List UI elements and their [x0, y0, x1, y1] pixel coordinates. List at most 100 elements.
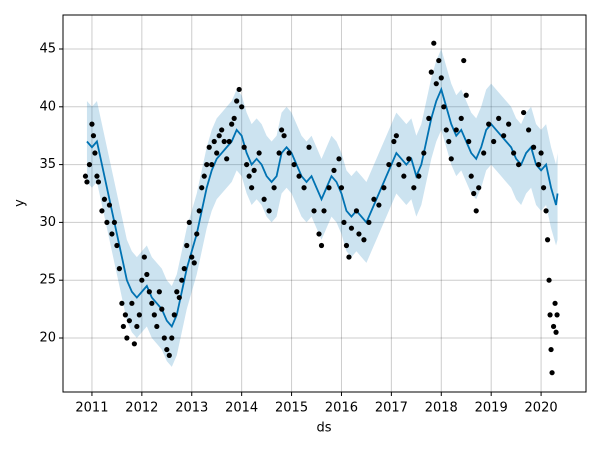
observation-point [266, 208, 272, 214]
x-tick-label: 2019 [475, 401, 508, 416]
observation-point [491, 138, 497, 145]
y-tick-label: 45 [39, 41, 56, 56]
observation-point [109, 231, 115, 237]
observation-point [348, 225, 355, 231]
observation-point [346, 254, 352, 260]
observation-point [196, 208, 202, 214]
observation-point [149, 300, 155, 306]
observation-point [516, 161, 522, 168]
observation-point [131, 341, 137, 347]
observation-point [552, 300, 558, 306]
observation-point [550, 323, 557, 330]
observation-point [463, 92, 469, 98]
observation-point [256, 150, 262, 156]
observation-point [141, 254, 147, 260]
observation-point [214, 150, 220, 156]
y-tick-label: 20 [39, 331, 56, 346]
observation-point [120, 323, 126, 330]
observation-point [496, 115, 502, 121]
observation-point [186, 219, 192, 226]
observation-point [156, 289, 162, 295]
observation-point [431, 40, 437, 46]
observation-point [122, 312, 128, 318]
observation-point [124, 335, 130, 341]
observation-point [95, 179, 102, 185]
observation-point [136, 312, 142, 318]
observation-point [89, 121, 95, 127]
observation-point [86, 161, 93, 168]
observation-point [154, 323, 160, 330]
observation-point [386, 161, 392, 168]
observation-point [461, 57, 467, 64]
observation-point [376, 202, 382, 208]
observation-point [82, 173, 89, 179]
observation-point [393, 133, 399, 139]
observation-point [229, 121, 235, 127]
y-tick-label: 40 [39, 99, 56, 114]
observation-point [526, 127, 532, 133]
observation-point [246, 173, 252, 179]
observation-point [204, 161, 210, 168]
observation-point [189, 254, 195, 260]
observation-point [104, 219, 110, 226]
observation-point [171, 312, 177, 318]
observation-point [471, 190, 477, 197]
observation-point [126, 318, 132, 324]
x-axis-label: ds [316, 421, 331, 436]
observation-point [501, 133, 507, 139]
observation-point [94, 173, 100, 179]
y-axis-label: y [13, 199, 28, 207]
observation-point [366, 219, 372, 226]
observation-point [179, 277, 185, 283]
observation-point [316, 231, 322, 237]
observation-point [331, 167, 337, 173]
observation-point [446, 138, 452, 145]
observation-point [194, 231, 200, 237]
observation-point [343, 242, 350, 249]
observation-point [511, 150, 517, 156]
observation-point [438, 75, 444, 81]
observation-point [90, 133, 97, 139]
observation-point [139, 277, 145, 283]
observation-point [221, 138, 227, 145]
observation-point [401, 173, 407, 179]
observation-point [506, 121, 512, 127]
x-tick-label: 2016 [325, 401, 358, 416]
observation-point [466, 138, 472, 145]
observation-point [184, 242, 190, 249]
observation-point [249, 185, 255, 191]
observation-point [544, 237, 551, 243]
observation-point [84, 179, 90, 185]
observation-point [161, 335, 167, 341]
observation-point [236, 86, 242, 93]
observation-point [521, 109, 527, 116]
observation-point [396, 161, 402, 168]
observation-point [174, 289, 180, 295]
observation-point [271, 185, 277, 191]
observation-point [453, 127, 459, 133]
observation-point [244, 161, 250, 168]
observation-point [241, 144, 247, 150]
observation-point [554, 312, 560, 318]
observation-point [291, 161, 297, 168]
x-tick-label: 2011 [75, 401, 108, 416]
observation-point [353, 208, 360, 214]
observation-point [433, 81, 439, 87]
plot-frame [62, 14, 587, 393]
observation-point [436, 57, 442, 64]
x-tick-label: 2020 [525, 401, 558, 416]
observation-point [318, 242, 325, 249]
observation-point [326, 185, 332, 191]
observation-point [216, 133, 222, 139]
observation-point [336, 156, 342, 162]
observation-point [473, 208, 479, 214]
observation-point [231, 115, 237, 121]
observation-point [540, 185, 547, 191]
observation-point [134, 323, 140, 330]
observation-point [261, 196, 267, 202]
observation-point [129, 300, 135, 306]
observation-point [114, 242, 120, 249]
observation-point [106, 202, 113, 208]
observation-point [276, 150, 282, 156]
observation-point [151, 312, 157, 318]
